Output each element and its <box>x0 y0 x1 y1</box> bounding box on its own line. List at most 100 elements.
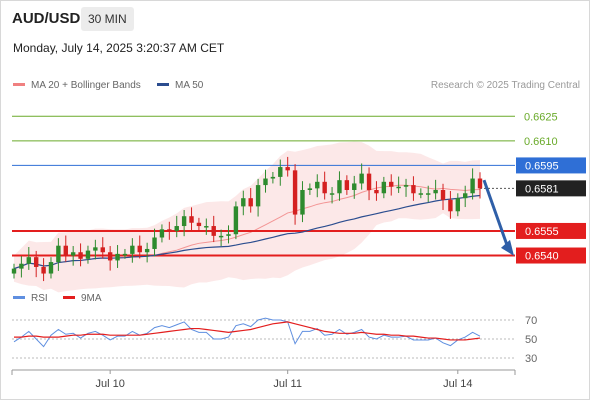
level-label-0.6595: 0.6595 <box>525 160 559 172</box>
level-label-0.6625: 0.6625 <box>524 111 558 123</box>
candle-body <box>144 248 150 253</box>
legend-rsi-label: RSI <box>31 293 48 304</box>
legend-ma50: MA 50 <box>157 80 203 91</box>
candle-body <box>11 268 17 274</box>
candle-body <box>389 181 394 187</box>
bollinger-band <box>14 141 480 293</box>
candle-body <box>137 245 142 253</box>
candle-body <box>366 173 372 190</box>
candle-body <box>278 167 283 177</box>
candle-body <box>381 181 387 194</box>
candle-body <box>174 226 179 231</box>
candle-body <box>300 190 305 215</box>
forecast-arrow-head <box>501 239 514 256</box>
candle-body <box>115 253 120 261</box>
candle-body <box>78 252 83 259</box>
candle-body <box>107 252 113 261</box>
candle-body <box>189 216 194 223</box>
candle-body <box>329 193 335 195</box>
candle-body <box>218 235 224 238</box>
candle-body <box>159 229 165 238</box>
candle-body <box>167 229 172 231</box>
candle-body <box>152 237 157 249</box>
candle-body <box>241 198 246 207</box>
candle-body <box>211 226 216 236</box>
rsi-ma-swatch <box>63 295 75 299</box>
legend-bollinger: MA 20 + Bollinger Bands <box>13 80 141 91</box>
legend-rsi: RSI <box>13 293 48 304</box>
candle-body <box>41 266 46 274</box>
candle-body <box>418 193 424 195</box>
rsi-level-label-70: 70 <box>525 315 537 327</box>
candle-body <box>196 222 202 227</box>
rsi-swatch <box>13 295 25 299</box>
candle-body <box>352 183 357 190</box>
candle-body <box>448 199 453 212</box>
level-tag-0.6581 <box>516 180 586 197</box>
legend-ma50-label: MA 50 <box>175 80 204 91</box>
candle-body <box>463 193 468 199</box>
bollinger-swatch <box>13 82 25 86</box>
candle-body <box>93 247 98 251</box>
candle-body <box>48 262 54 274</box>
candles <box>11 156 483 282</box>
x-tick-label: Jul 14 <box>443 378 472 390</box>
candle-body <box>396 186 401 189</box>
candle-body <box>403 185 409 187</box>
candle-body <box>285 167 290 171</box>
rsi-ma-line <box>14 321 481 341</box>
research-credit: Research © 2025 Trading Central <box>430 80 580 91</box>
candle-body <box>477 178 483 189</box>
level-tag-0.6595 <box>516 157 586 174</box>
rsi-level-label-30: 30 <box>525 353 537 365</box>
candle-body <box>85 250 91 259</box>
candle-body <box>337 180 342 194</box>
candle-body <box>122 253 128 256</box>
candle-body <box>70 252 76 256</box>
candle-body <box>374 190 379 194</box>
candle-body <box>226 234 231 236</box>
candle-body <box>56 245 61 263</box>
x-tick-label: Jul 10 <box>95 378 124 390</box>
candle-body <box>263 178 268 186</box>
candle-body <box>433 190 438 194</box>
candle-body <box>63 245 68 256</box>
forecast-arrow-shaft <box>482 179 510 249</box>
candle-body <box>204 226 209 228</box>
legend-rsi-ma: 9MA <box>63 293 102 304</box>
legend-rsi-ma-label: 9MA <box>81 293 102 304</box>
candle-body <box>33 257 39 267</box>
x-tick-label: Jul 11 <box>273 378 302 390</box>
level-tag-0.6555 <box>516 222 586 239</box>
candle-body <box>181 216 187 227</box>
level-tag-0.6540 <box>516 247 586 264</box>
candle-body <box>26 257 31 264</box>
candle-body <box>270 176 276 179</box>
legend-bollinger-label: MA 20 + Bollinger Bands <box>31 80 141 91</box>
candle-body <box>426 193 431 195</box>
candle-body <box>315 181 320 189</box>
rsi-level-label-50: 50 <box>525 334 537 346</box>
level-label-0.6540: 0.6540 <box>525 251 559 263</box>
ma50-swatch <box>157 82 169 86</box>
rsi-line <box>13 317 481 348</box>
candle-body <box>322 181 327 194</box>
candle-body <box>130 245 135 254</box>
candle-body <box>307 188 313 190</box>
instrument-title: AUD/USD <box>12 10 81 27</box>
candle-body <box>233 206 239 235</box>
candle-body <box>255 185 261 207</box>
candle-body <box>470 178 475 194</box>
candle-body <box>292 170 298 215</box>
level-label-0.6581: 0.6581 <box>525 183 559 195</box>
candle-body <box>100 247 105 253</box>
candle-body <box>440 190 446 200</box>
candle-body <box>248 198 253 207</box>
timeframe-badge[interactable]: 30 MIN <box>81 7 134 31</box>
candle-body <box>359 173 364 184</box>
level-label-0.6610: 0.6610 <box>524 136 558 148</box>
ma50-line <box>13 194 481 270</box>
chart-datetime: Monday, July 14, 2025 3:20:37 AM CET <box>13 41 225 55</box>
candle-body <box>455 198 461 212</box>
